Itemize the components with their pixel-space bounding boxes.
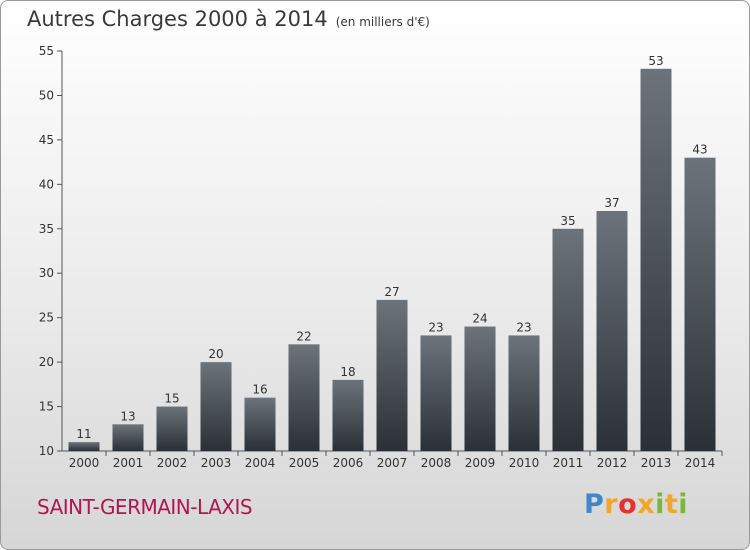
chart-title-text: Autres Charges 2000 à 2014: [27, 7, 328, 31]
data-label-2013: 53: [648, 54, 663, 68]
bar-2013: [640, 68, 672, 452]
data-label-2007: 27: [384, 285, 399, 299]
x-tick-label: 2007: [377, 456, 408, 470]
y-tick-label: 45: [39, 133, 54, 147]
logo-letter: o: [618, 489, 638, 520]
data-label-2006: 18: [340, 365, 355, 379]
chart-title: Autres Charges 2000 à 2014 (en milliers d…: [27, 7, 430, 31]
y-tick-label: 35: [39, 222, 54, 236]
bar-2007: [376, 299, 408, 451]
x-tick-label: 2005: [289, 456, 320, 470]
logo-letter: x: [637, 489, 656, 520]
x-tick-label: 2013: [641, 456, 672, 470]
y-tick-label: 40: [39, 177, 54, 191]
data-label-2000: 11: [76, 427, 91, 441]
x-tick-label: 2012: [597, 456, 628, 470]
x-tick-label: 2008: [421, 456, 452, 470]
x-tick-label: 2003: [201, 456, 232, 470]
y-tick-label: 30: [39, 266, 54, 280]
data-label-2003: 20: [208, 347, 223, 361]
commune-name: SAINT-GERMAIN-LAXIS: [37, 495, 253, 519]
x-tick-label: 2014: [685, 456, 716, 470]
x-tick-label: 2009: [465, 456, 496, 470]
data-label-2010: 23: [516, 320, 531, 334]
x-tick-label: 2010: [509, 456, 540, 470]
bar-2003: [200, 362, 232, 451]
y-tick-label: 55: [39, 44, 54, 58]
data-label-2001: 13: [120, 409, 135, 423]
x-tick-label: 2004: [245, 456, 276, 470]
bar-2001: [112, 424, 144, 451]
data-label-2008: 23: [428, 320, 443, 334]
y-axis: 10 15 20 25 30 35 40 45 50 55: [39, 44, 63, 458]
bar-2000: [68, 442, 100, 451]
logo-letter: i: [655, 489, 665, 520]
bar-2012: [596, 211, 628, 451]
chart-unit-label: (en milliers d'€): [335, 15, 430, 29]
data-label-2014: 43: [692, 143, 707, 157]
x-tick-label: 2002: [157, 456, 188, 470]
y-tick-label: 15: [39, 400, 54, 414]
bar-2010: [508, 335, 540, 451]
bar-2008: [420, 335, 452, 451]
logo-letter: P: [584, 489, 605, 520]
proxiti-logo: Proxiti: [584, 489, 688, 520]
y-tick-label: 20: [39, 355, 54, 369]
data-label-2004: 16: [252, 383, 267, 397]
x-tick-label: 2011: [553, 456, 584, 470]
y-tick-label: 25: [39, 311, 54, 325]
data-label-2002: 15: [164, 392, 179, 406]
data-label-2005: 22: [296, 329, 311, 343]
logo-letter: i: [678, 489, 689, 520]
bar-2009: [464, 326, 496, 451]
data-label-2011: 35: [560, 214, 575, 228]
data-label-2009: 24: [472, 312, 487, 326]
x-tick-label: 2001: [113, 456, 144, 470]
y-tick-label: 50: [39, 88, 54, 102]
bars: [68, 68, 716, 452]
logo-letter: r: [604, 489, 619, 520]
logo-letter: t: [664, 489, 679, 520]
bar-2011: [552, 228, 584, 451]
bar-2014: [684, 157, 716, 451]
bar-2005: [288, 344, 320, 451]
bar-2006: [332, 379, 364, 451]
y-tick-label: 10: [39, 444, 54, 458]
bar-2004: [244, 397, 276, 451]
data-labels: 11 13 15 20 16 22 18 27 23 24 23 35 37 53 43: [76, 54, 707, 441]
bar-2002: [156, 406, 188, 451]
x-axis: 2000 2001 2002 2003 2004 2005 2006 2007 2008 2009…: [62, 450, 723, 470]
data-label-2012: 37: [604, 196, 619, 210]
x-tick-label: 2006: [333, 456, 364, 470]
x-tick-label: 2000: [69, 456, 100, 470]
